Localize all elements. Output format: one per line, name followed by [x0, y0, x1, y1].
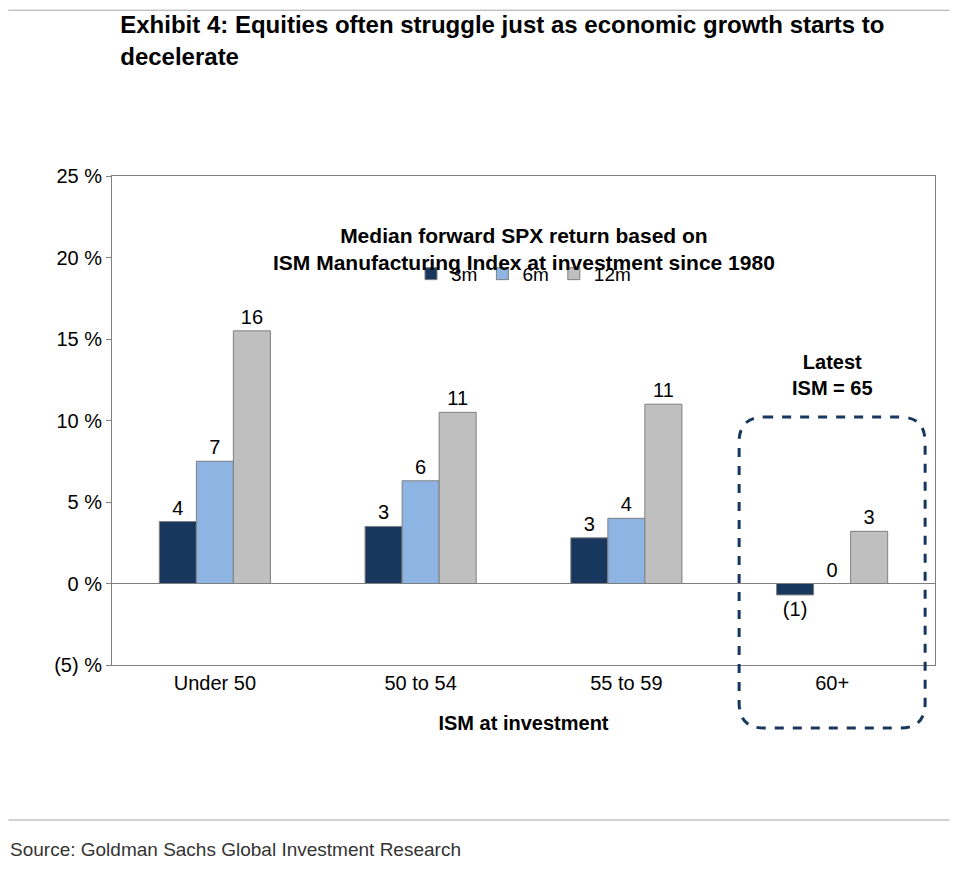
svg-text:Source: Goldman Sachs Global I: Source: Goldman Sachs Global Investment …: [10, 839, 461, 860]
svg-text:25 %: 25 %: [56, 165, 102, 187]
svg-text:11: 11: [653, 379, 674, 401]
svg-text:11: 11: [447, 387, 468, 409]
svg-text:10 %: 10 %: [56, 410, 102, 432]
svg-text:6m: 6m: [522, 264, 548, 285]
svg-text:(1): (1): [783, 598, 807, 620]
svg-text:Under 50: Under 50: [174, 672, 256, 694]
svg-text:3m: 3m: [451, 264, 477, 285]
svg-text:0 %: 0 %: [68, 573, 103, 595]
svg-text:15 %: 15 %: [56, 328, 102, 350]
svg-text:3: 3: [378, 501, 389, 523]
svg-text:60+: 60+: [815, 672, 849, 694]
svg-text:3: 3: [584, 513, 595, 535]
svg-text:55 to 59: 55 to 59: [590, 672, 662, 694]
svg-text:ISM at investment: ISM at investment: [438, 712, 608, 734]
svg-text:LatestISM = 65: LatestISM = 65: [792, 351, 873, 399]
svg-text:Exhibit 4: Equities often stru: Exhibit 4: Equities often struggle just …: [120, 11, 884, 69]
svg-text:20 %: 20 %: [56, 247, 102, 269]
svg-text:16: 16: [241, 306, 263, 328]
svg-text:12m: 12m: [594, 264, 631, 285]
svg-text:50 to 54: 50 to 54: [384, 672, 456, 694]
svg-text:4: 4: [172, 497, 183, 519]
svg-text:5 %: 5 %: [68, 491, 103, 513]
svg-text:7: 7: [209, 436, 220, 458]
svg-text:3: 3: [864, 506, 875, 528]
svg-text:0: 0: [827, 559, 838, 581]
svg-text:Median forward SPX return base: Median forward SPX return based onISM Ma…: [273, 224, 775, 274]
svg-text:4: 4: [621, 493, 632, 515]
svg-text:6: 6: [415, 456, 426, 478]
svg-text:(5) %: (5) %: [54, 654, 102, 676]
